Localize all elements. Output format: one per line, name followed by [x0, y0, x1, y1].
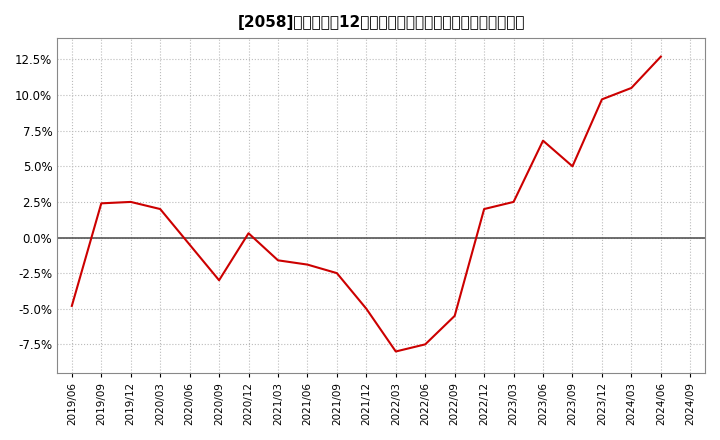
Title: [2058]　売上高の12か月移動合計の対前年同期増減率の推移: [2058] 売上高の12か月移動合計の対前年同期増減率の推移 — [238, 15, 525, 30]
